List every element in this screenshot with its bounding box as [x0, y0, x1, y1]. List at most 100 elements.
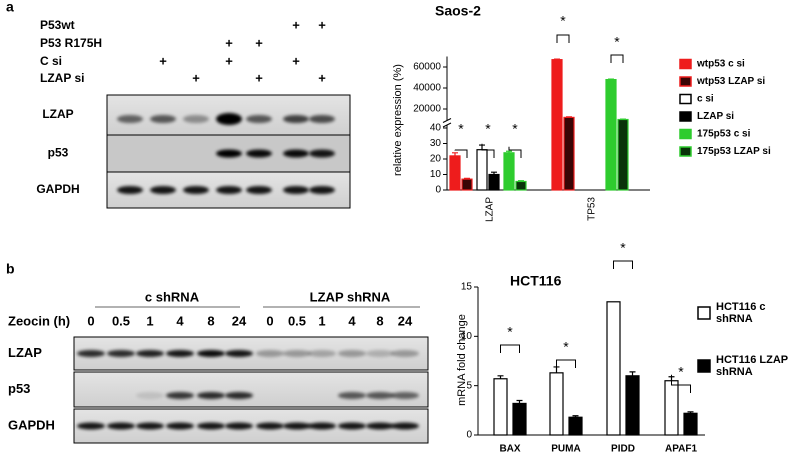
- blot-band: [391, 422, 419, 430]
- bar: [606, 301, 621, 436]
- bar: [664, 380, 679, 436]
- y-tick-label: 20: [430, 154, 442, 165]
- bar: [512, 402, 527, 436]
- time-point: 24: [398, 313, 413, 328]
- blot-band: [225, 392, 253, 399]
- y-tick-label: 10: [430, 169, 442, 180]
- chart-title: HCT116: [510, 273, 562, 289]
- blot-band: [166, 350, 194, 357]
- legend-entry: wtp53 LZAP si: [696, 76, 765, 87]
- time-point: 8: [376, 313, 383, 328]
- blot-band: [183, 186, 209, 194]
- blot-band: [246, 149, 272, 158]
- blot-band: [150, 186, 176, 194]
- legend-entry: LZAP si: [697, 111, 734, 122]
- blot-band: [283, 149, 309, 158]
- y-axis-label: relative expression (%): [392, 64, 404, 176]
- legend-swatch: [697, 359, 711, 373]
- blot-band: [183, 115, 209, 123]
- panel-label: b: [6, 261, 15, 277]
- blot-band: [283, 422, 311, 430]
- blot-band: [246, 186, 272, 194]
- blot-label: GAPDH: [36, 182, 79, 196]
- significance-bracket: [454, 149, 468, 158]
- error-bar: [491, 171, 497, 175]
- bar: [605, 78, 617, 191]
- blot-band: [338, 350, 366, 357]
- error-bar: [516, 399, 523, 404]
- treatment-mark: +: [292, 53, 300, 68]
- bar: [449, 155, 461, 191]
- legend-swatch: [679, 76, 692, 87]
- treatment-mark: +: [225, 53, 233, 68]
- significance-bracket: [556, 34, 570, 43]
- blot-band: [197, 392, 225, 399]
- bar: [549, 372, 564, 436]
- blot-band: [338, 392, 366, 399]
- legend-swatch: [679, 146, 692, 157]
- significance-mark: *: [678, 364, 684, 380]
- blot-band: [256, 422, 284, 430]
- blot-label: LZAP: [42, 107, 73, 121]
- blot-band: [216, 149, 242, 158]
- treatment-label: C si: [40, 54, 62, 68]
- bar: [568, 416, 583, 436]
- significance-mark: *: [563, 339, 569, 355]
- y-tick-label: 10: [461, 331, 473, 342]
- blot-band: [216, 186, 242, 194]
- blot-band: [166, 392, 194, 399]
- blot-band: [309, 115, 335, 123]
- blot-band: [197, 422, 225, 430]
- blot-band: [107, 422, 135, 430]
- time-point: 8: [207, 313, 214, 328]
- error-bar: [572, 415, 579, 418]
- bar: [515, 180, 527, 191]
- error-bar: [554, 58, 560, 60]
- y-tick-label: 40: [430, 123, 442, 134]
- group-label: LZAP shRNA: [310, 289, 391, 304]
- time-point: 4: [348, 313, 356, 328]
- time-point: 1: [146, 313, 153, 328]
- treatment-mark: +: [255, 35, 263, 50]
- bar: [461, 178, 473, 191]
- treatment-mark: +: [255, 70, 263, 85]
- blot-label: GAPDH: [8, 417, 55, 432]
- time-point: 4: [176, 313, 184, 328]
- significance-mark: *: [507, 324, 513, 340]
- treatment-mark: +: [192, 70, 200, 85]
- legend-entry: HCT116 LZAP shRNA: [716, 354, 788, 378]
- legend-entry: HCT116 c shRNA: [716, 301, 766, 325]
- significance-mark: *: [614, 34, 620, 50]
- blot-band: [338, 422, 366, 430]
- x-tick-label: LZAP: [485, 197, 496, 222]
- bar: [625, 375, 640, 436]
- blot-band: [366, 350, 394, 357]
- significance-mark: *: [458, 121, 464, 137]
- blot-band: [166, 422, 194, 430]
- treatment-label: LZAP si: [40, 71, 84, 85]
- legend-swatch: [679, 128, 692, 140]
- treatment-label: P53 R175H: [40, 36, 102, 50]
- blot-band: [136, 350, 164, 357]
- significance-mark: *: [620, 240, 626, 256]
- treatment-mark: +: [318, 17, 326, 32]
- blot-band: [308, 350, 336, 357]
- blot-band: [283, 350, 311, 357]
- error-bar: [518, 180, 524, 182]
- bar: [503, 152, 515, 191]
- blot-band: [107, 350, 135, 357]
- error-bar: [566, 116, 572, 118]
- x-tick-label: TP53: [587, 197, 598, 221]
- error-bar: [464, 177, 470, 180]
- axis-break: [442, 118, 452, 123]
- x-tick-label: APAF1: [665, 444, 697, 453]
- panel-label: a: [6, 0, 14, 15]
- y-tick-label: 20000: [413, 104, 441, 115]
- y-tick-label: 0: [466, 430, 472, 441]
- blot-band: [309, 186, 335, 194]
- treatment-mark: +: [225, 35, 233, 50]
- legend-swatch: [679, 93, 692, 105]
- time-point: 0.5: [288, 313, 306, 328]
- axis-break: [442, 122, 452, 128]
